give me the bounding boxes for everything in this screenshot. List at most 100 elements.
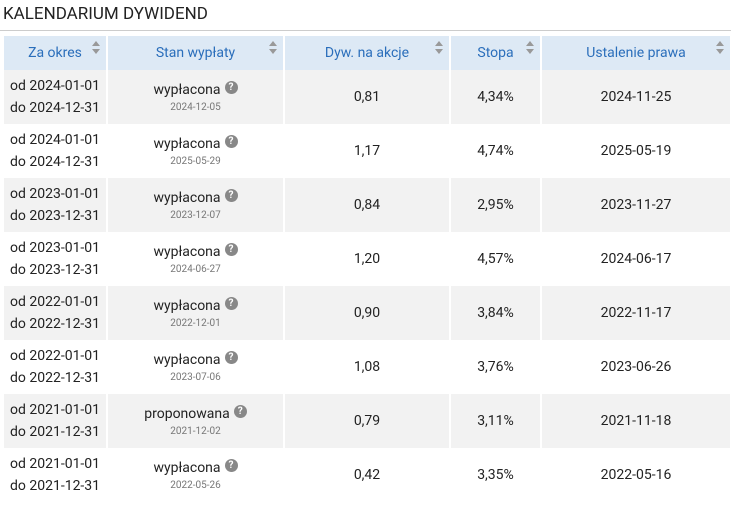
column-header[interactable]: Dyw. na akcje (284, 36, 451, 70)
period-to: do 2023-12-31 (10, 262, 101, 278)
record-date-cell: 2025-05-19 (541, 124, 731, 178)
status-text: wypłacona (153, 82, 221, 98)
column-header-label: Stan wypłaty (155, 45, 236, 61)
sort-arrows[interactable] (526, 41, 534, 55)
status-text: wypłacona (153, 460, 221, 476)
status-date: 2023-07-06 (170, 372, 221, 383)
period-from: od 2023-01-01 (10, 240, 101, 256)
table-row: od 2022-01-01 do 2022-12-31 wypłacona 2022-… (4, 286, 731, 340)
yield-cell: 3,11% (450, 394, 542, 448)
yield-cell: 4,34% (450, 70, 542, 124)
help-icon[interactable] (224, 297, 238, 310)
status-text: wypłacona (153, 136, 221, 152)
table-row: od 2021-01-01 do 2021-12-31 wypłacona 2022-… (4, 448, 731, 502)
period-cell: od 2022-01-01 do 2022-12-31 (4, 286, 108, 340)
help-icon[interactable] (224, 135, 238, 148)
period-to: do 2024-12-31 (10, 100, 101, 116)
status-date: 2024-06-27 (170, 264, 221, 275)
period-cell: od 2024-01-01 do 2024-12-31 (4, 124, 108, 178)
help-icon[interactable] (224, 81, 238, 94)
help-icon[interactable] (224, 351, 238, 364)
status-cell: wypłacona 2024-12-05 (107, 70, 285, 124)
column-header-label: Dyw. na akcje (324, 45, 410, 61)
title-rule (0, 30, 731, 31)
column-header[interactable]: Za okres (4, 36, 108, 70)
period-from: od 2024-01-01 (10, 78, 101, 94)
period-from: od 2021-01-01 (10, 402, 101, 418)
status-cell: wypłacona 2023-07-06 (107, 340, 285, 394)
help-icon[interactable] (224, 459, 238, 472)
yield-cell: 3,76% (450, 340, 542, 394)
table-row: od 2021-01-01 do 2021-12-31 proponowana 202… (4, 394, 731, 448)
record-date-cell: 2023-06-26 (541, 340, 731, 394)
period-to: do 2024-12-31 (10, 154, 101, 170)
status-line: wypłacona (153, 81, 238, 98)
period-cell: od 2021-01-01 do 2021-12-31 (4, 448, 108, 502)
status-line: wypłacona (153, 135, 238, 152)
status-date: 2022-05-26 (170, 480, 221, 491)
record-date-cell: 2024-11-25 (541, 70, 731, 124)
status-date: 2021-12-02 (170, 426, 221, 437)
period-from: od 2023-01-01 (10, 186, 101, 202)
status-date: 2025-05-29 (170, 156, 221, 167)
status-line: proponowana (144, 405, 247, 422)
yield-cell: 3,35% (450, 448, 542, 502)
period-cell: od 2023-01-01 do 2023-12-31 (4, 178, 108, 232)
period-cell: od 2024-01-01 do 2024-12-31 (4, 70, 108, 124)
record-date-cell: 2024-06-17 (541, 232, 731, 286)
sort-arrows[interactable] (435, 41, 443, 55)
column-header-label: Stopa (477, 45, 514, 61)
dividend-cell: 0,79 (284, 394, 451, 448)
status-date: 2022-12-01 (170, 318, 221, 329)
dividend-cell: 0,42 (284, 448, 451, 502)
status-line: wypłacona (153, 351, 238, 368)
dividend-cell: 1,20 (284, 232, 451, 286)
status-text: proponowana (144, 406, 230, 422)
table-row: od 2023-01-01 do 2023-12-31 wypłacona 2023-… (4, 178, 731, 232)
help-icon[interactable] (224, 243, 238, 256)
dividend-cell: 0,81 (284, 70, 451, 124)
period-from: od 2022-01-01 (10, 294, 101, 310)
status-line: wypłacona (153, 189, 238, 206)
status-text: wypłacona (153, 352, 221, 368)
section-title: KALENDARIUM DYWIDEND (3, 4, 208, 24)
sort-arrows[interactable] (269, 41, 277, 55)
record-date-cell: 2023-11-27 (541, 178, 731, 232)
period-to: do 2023-12-31 (10, 208, 101, 224)
status-cell: wypłacona 2022-05-26 (107, 448, 285, 502)
status-text: wypłacona (153, 190, 221, 206)
period-to: do 2021-12-31 (10, 478, 101, 494)
period-to: do 2022-12-31 (10, 316, 101, 332)
status-line: wypłacona (153, 459, 238, 476)
period-cell: od 2023-01-01 do 2023-12-31 (4, 232, 108, 286)
status-date: 2023-12-07 (170, 210, 221, 221)
status-cell: wypłacona 2024-06-27 (107, 232, 285, 286)
status-cell: wypłacona 2025-05-29 (107, 124, 285, 178)
column-header[interactable]: Ustalenie prawa (541, 36, 731, 70)
status-line: wypłacona (153, 297, 238, 314)
status-cell: proponowana 2021-12-02 (107, 394, 285, 448)
period-cell: od 2022-01-01 do 2022-12-31 (4, 340, 108, 394)
sort-arrows[interactable] (92, 41, 100, 55)
sort-arrows[interactable] (716, 41, 724, 55)
column-header[interactable]: Stan wypłaty (107, 36, 285, 70)
record-date-cell: 2022-05-16 (541, 448, 731, 502)
table-row: od 2024-01-01 do 2024-12-31 wypłacona 2025-… (4, 124, 731, 178)
help-icon[interactable] (224, 189, 238, 202)
dividend-cell: 0,84 (284, 178, 451, 232)
dividend-table: Za okres Stan wypłaty Dyw. na akcje Stopa Us… (4, 36, 731, 502)
table-row: od 2022-01-01 do 2022-12-31 wypłacona 2023-… (4, 340, 731, 394)
period-cell: od 2021-01-01 do 2021-12-31 (4, 394, 108, 448)
table-row: od 2023-01-01 do 2023-12-31 wypłacona 2024-… (4, 232, 731, 286)
status-text: wypłacona (153, 298, 221, 314)
dividend-cell: 1,17 (284, 124, 451, 178)
help-icon[interactable] (233, 405, 247, 418)
status-text: wypłacona (153, 244, 221, 260)
yield-cell: 4,74% (450, 124, 542, 178)
column-header[interactable]: Stopa (450, 36, 542, 70)
period-from: od 2022-01-01 (10, 348, 101, 364)
column-header-label: Ustalenie prawa (586, 45, 686, 61)
dividend-cell: 1,08 (284, 340, 451, 394)
